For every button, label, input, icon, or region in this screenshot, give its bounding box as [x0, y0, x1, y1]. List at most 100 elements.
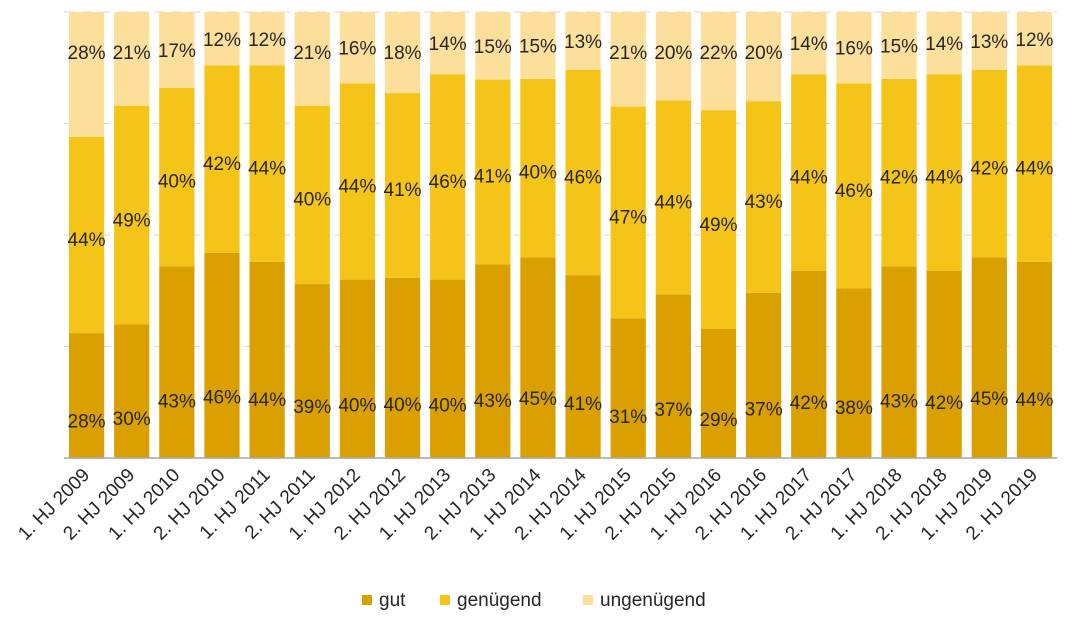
data-label-gut: 44% [248, 390, 286, 411]
bar-gut [430, 279, 466, 458]
legend-label-ungen-gend: ungenügend [600, 590, 706, 611]
data-label-ungen-gend: 21% [113, 43, 151, 64]
data-label-gen-gend: 49% [113, 210, 151, 231]
data-label-gen-gend: 42% [970, 158, 1008, 179]
bar-ungen-gend [655, 12, 691, 101]
bar-gen-gend [204, 65, 240, 253]
bar-ungen-gend [971, 12, 1007, 70]
bar-ungen-gend [159, 12, 195, 88]
data-label-ungen-gend: 22% [699, 43, 737, 64]
legend-swatch-gut [362, 595, 372, 605]
data-label-gut: 46% [203, 387, 241, 408]
data-label-ungen-gend: 14% [429, 34, 467, 55]
data-label-gen-gend: 47% [609, 208, 647, 229]
data-label-ungen-gend: 20% [745, 43, 783, 64]
data-label-ungen-gend: 16% [338, 39, 376, 60]
data-label-gut: 42% [925, 393, 963, 414]
data-label-gut: 38% [835, 398, 873, 419]
data-label-gen-gend: 40% [293, 189, 331, 210]
bar-ungen-gend [294, 12, 330, 106]
data-label-ungen-gend: 17% [158, 41, 196, 62]
data-label-ungen-gend: 21% [609, 43, 647, 64]
bar-gut [114, 324, 150, 458]
bar-gut [159, 266, 195, 458]
bar-gut [746, 292, 782, 458]
data-label-gut: 28% [68, 412, 106, 433]
bar-ungen-gend [610, 12, 646, 107]
data-label-ungen-gend: 12% [1015, 30, 1053, 51]
bar-gen-gend [881, 78, 917, 267]
data-label-ungen-gend: 14% [790, 34, 828, 55]
data-label-ungen-gend: 14% [925, 34, 963, 55]
data-label-gen-gend: 40% [158, 172, 196, 193]
legend-label-gen-gend: genügend [457, 590, 542, 611]
bar-gut [384, 277, 421, 458]
data-label-gen-gend: 44% [654, 192, 692, 213]
data-label-gut: 29% [699, 410, 737, 431]
bar-gen-gend [565, 69, 601, 276]
bar-gut [249, 261, 285, 458]
bar-gen-gend [159, 87, 195, 267]
data-label-gen-gend: 41% [474, 167, 512, 188]
data-label-gen-gend: 46% [835, 181, 873, 202]
data-label-gen-gend: 49% [699, 215, 737, 236]
bar-gen-gend [1016, 65, 1053, 262]
data-label-ungen-gend: 28% [68, 43, 106, 64]
bar-ungen-gend [791, 12, 827, 75]
bar-gen-gend [610, 106, 646, 319]
bar-ungen-gend [1016, 12, 1053, 66]
data-label-gen-gend: 41% [384, 180, 422, 201]
bar-gen-gend [791, 74, 827, 271]
bar-gen-gend [294, 105, 330, 285]
data-label-gut: 37% [745, 399, 783, 420]
bar-gut [339, 279, 375, 458]
bar-ungen-gend [700, 12, 737, 111]
bar-gut [610, 318, 646, 458]
bar-gut [926, 270, 962, 458]
data-label-gut: 37% [654, 400, 692, 421]
bar-gen-gend [249, 65, 285, 262]
bar-gut [520, 257, 556, 458]
bar-gen-gend [339, 83, 375, 280]
data-label-gut: 39% [293, 397, 331, 418]
bar-ungen-gend [384, 12, 421, 94]
legend-swatch-gen-gend [440, 595, 450, 605]
bar-gen-gend [746, 101, 782, 293]
data-label-gen-gend: 44% [248, 159, 286, 180]
data-label-ungen-gend: 16% [835, 39, 873, 60]
bar-ungen-gend [68, 12, 105, 137]
data-label-ungen-gend: 12% [203, 30, 241, 51]
bar-gen-gend [836, 83, 872, 289]
data-labels: 28% 44% 28% 30% 49% 21% 43% 40% 17% 46% 42% 12% 44% 4… [68, 30, 1054, 433]
bar-gen-gend [700, 110, 737, 329]
bar-gut [655, 294, 691, 458]
bar-gen-gend [114, 105, 150, 325]
data-label-ungen-gend: 12% [248, 30, 286, 51]
bar-gut [294, 284, 330, 458]
data-label-gut: 43% [474, 391, 512, 412]
data-label-gut: 40% [429, 395, 467, 416]
bar-gut [836, 288, 872, 458]
bar-gut [68, 333, 105, 458]
legend-label-gut: gut [379, 590, 406, 611]
bar-gut [475, 264, 511, 458]
bar-ungen-gend [565, 12, 601, 70]
data-label-gen-gend: 40% [519, 163, 557, 184]
bar-ungen-gend [836, 12, 872, 84]
data-label-ungen-gend: 20% [654, 43, 692, 64]
bar-ungen-gend [746, 12, 782, 102]
bar-gut [700, 328, 737, 458]
bar-gen-gend [926, 74, 962, 271]
data-label-gen-gend: 44% [68, 230, 106, 251]
data-label-gut: 45% [970, 389, 1008, 410]
bar-gen-gend [655, 100, 691, 295]
data-label-gut: 40% [338, 395, 376, 416]
bar-ungen-gend [520, 12, 556, 79]
bar-gut [971, 257, 1007, 458]
bar-gut [204, 252, 240, 458]
data-label-ungen-gend: 18% [384, 43, 422, 64]
bar-ungen-gend [881, 12, 917, 79]
bar-ungen-gend [249, 12, 285, 66]
